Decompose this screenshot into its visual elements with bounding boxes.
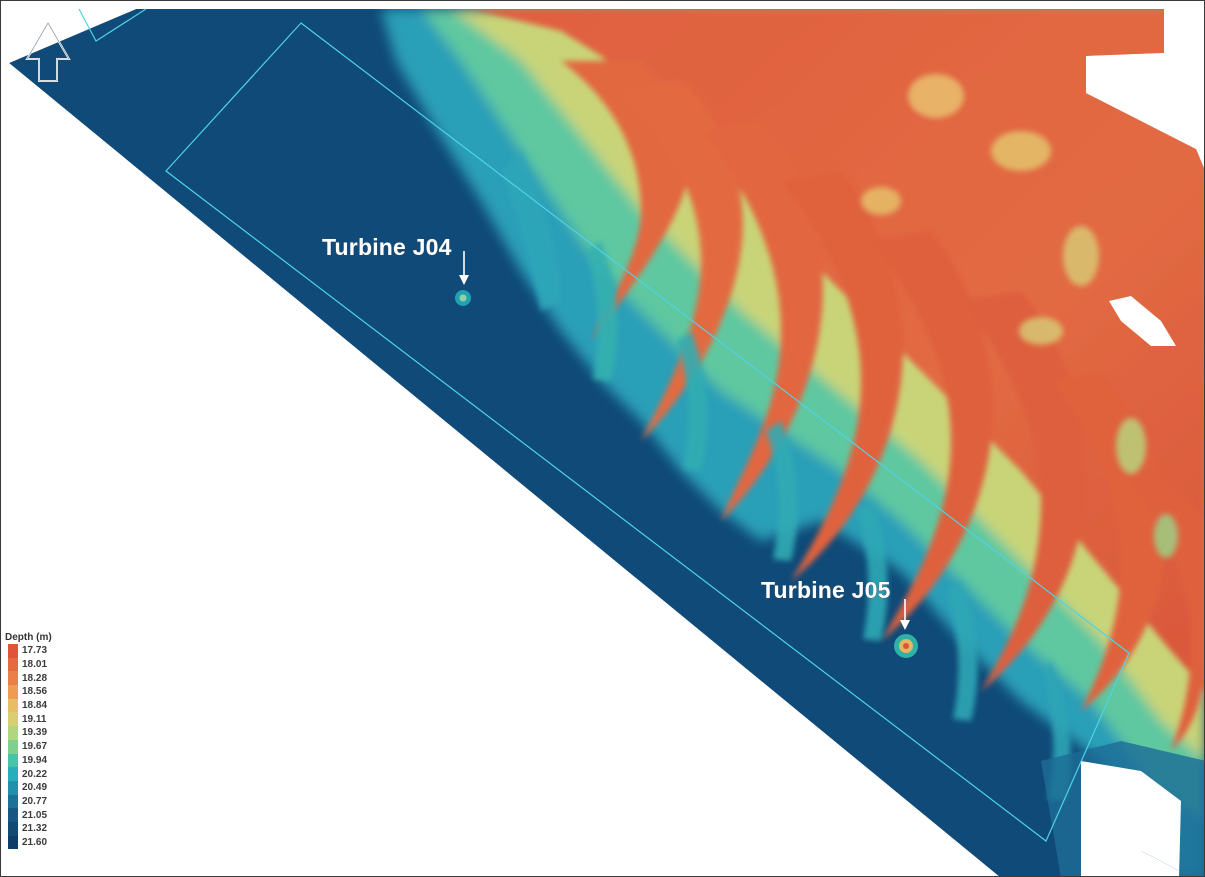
legend-swatch — [8, 780, 18, 795]
legend-value: 21.60 — [22, 836, 48, 848]
turbine-j05[interactable]: Turbine J05 — [761, 577, 918, 658]
legend-entry: 18.01 — [8, 657, 64, 672]
legend-swatch — [8, 739, 18, 754]
legend-swatch — [8, 712, 18, 727]
legend-swatch — [8, 685, 18, 699]
legend-value: 18.56 — [22, 686, 48, 698]
legend-entry: 18.84 — [8, 698, 64, 713]
legend-swatch — [8, 657, 18, 672]
legend-entry: 18.56 — [8, 685, 64, 699]
legend-value: 18.84 — [22, 700, 48, 712]
legend-swatch — [8, 821, 18, 836]
legend-entry: 21.60 — [8, 835, 64, 850]
turbine-j05-arrowhead — [900, 620, 910, 630]
shallow-ridges — [471, 9, 1204, 751]
legend-entry: 19.94 — [8, 753, 64, 768]
turbine-j04-arrowhead — [459, 275, 469, 285]
north-arrow-icon — [25, 21, 71, 82]
legend-entry: 21.05 — [8, 808, 64, 822]
turbine-j05-label: Turbine J05 — [761, 577, 891, 603]
legend-entry: 19.39 — [8, 726, 64, 740]
legend-entry: 20.77 — [8, 794, 64, 809]
legend-value: 18.28 — [22, 672, 48, 684]
legend-swatch — [8, 767, 18, 781]
turbine-j04-marker — [459, 294, 467, 302]
mid-shallow-patches — [861, 74, 1178, 558]
legend-swatch — [8, 835, 18, 850]
legend-value: 17.73 — [22, 645, 48, 657]
legend-value: 21.32 — [22, 823, 48, 835]
legend-entry: 20.22 — [8, 767, 64, 781]
legend-title: Depth (m) — [5, 632, 52, 643]
legend-value: 19.94 — [22, 754, 48, 766]
turbine-j04[interactable]: Turbine J04 — [322, 234, 471, 306]
survey-gap-e — [1109, 296, 1176, 346]
legend-entry: 19.11 — [8, 712, 64, 727]
legend-swatch — [8, 753, 18, 768]
ridge-flanks — [501, 151, 1071, 801]
legend-value: 19.11 — [22, 713, 47, 725]
bathymetry-surface — [9, 9, 1204, 876]
legend-value: 19.39 — [22, 727, 48, 739]
legend-entries: 17.73 18.01 18.28 18.56 18.84 19.11 19.39 19.67… — [8, 644, 64, 850]
legend-swatch — [8, 698, 18, 713]
legend-value: 20.49 — [22, 782, 48, 794]
legend-value: 20.77 — [22, 795, 48, 807]
legend-entry: 17.73 — [8, 644, 64, 658]
legend-swatch — [8, 671, 18, 686]
legend-swatch — [8, 644, 18, 658]
legend-swatch — [8, 794, 18, 809]
survey-gap-ne — [1086, 9, 1204, 149]
legend-value: 19.67 — [22, 741, 48, 753]
turbine-j05-marker — [903, 643, 909, 649]
legend-value: 21.05 — [22, 809, 48, 821]
depth-legend: Depth (m) 17.73 18.01 18.28 18.56 18.84 19.11… — [5, 632, 64, 850]
legend-entry: 20.49 — [8, 780, 64, 795]
survey-gap — [1081, 761, 1181, 876]
legend-swatch — [8, 726, 18, 740]
legend-entry: 18.28 — [8, 671, 64, 686]
legend-value: 20.22 — [22, 768, 48, 780]
turbine-j04-label: Turbine J04 — [322, 234, 452, 260]
boundary-main — [165, 22, 1130, 842]
legend-entry: 19.67 — [8, 739, 64, 754]
legend-swatch — [8, 808, 18, 822]
legend-entry: 21.32 — [8, 821, 64, 836]
boundary-nw — [78, 8, 147, 42]
lease-boundaries — [78, 8, 1130, 842]
legend-value: 18.01 — [22, 659, 48, 671]
